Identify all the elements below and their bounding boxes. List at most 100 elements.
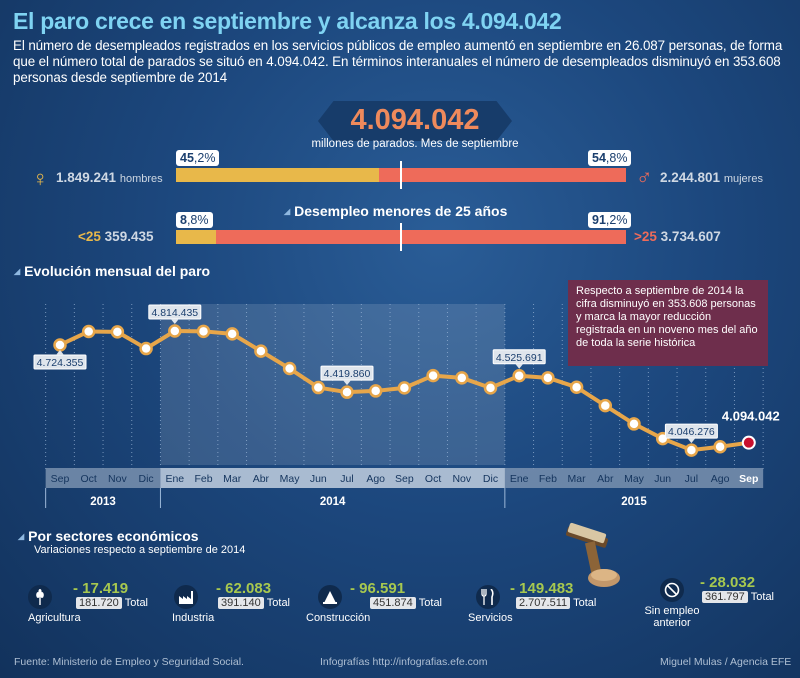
men-label: hombres: [119, 173, 163, 185]
month-tick-label: Abr: [253, 473, 270, 485]
women-pct: 54,8%: [588, 150, 632, 166]
data-label-pointer: [515, 363, 524, 369]
sector-total-sin-empleo: 361.797 Total: [702, 591, 774, 603]
sector-change-servicios: - 149.483: [510, 580, 574, 597]
chart-points: [53, 324, 756, 457]
data-label-box: [492, 349, 546, 365]
men-bar: [176, 168, 380, 182]
data-point: [598, 398, 613, 413]
data-point: [455, 371, 469, 385]
total-badge: [318, 101, 512, 141]
total-unemployed: 4.094.042: [350, 104, 480, 136]
data-point: [713, 439, 727, 454]
data-point: [81, 324, 96, 339]
men-pct: 45,2%: [176, 150, 220, 166]
over25-bar: [215, 230, 626, 244]
month-tick-label: Dic: [139, 473, 154, 485]
men-total: 1.849.241 hombres: [56, 170, 163, 185]
sector-name-agricultura: Agricultura: [28, 612, 81, 624]
triangle-icon: ◢: [14, 267, 21, 276]
female-symbol-icon: ♀: [32, 166, 49, 191]
chart-note: Respecto a septiembre de 2014 la cifra d…: [568, 280, 768, 366]
sector-change-construccion: - 96.591: [350, 580, 406, 597]
factory-icon: [174, 585, 198, 609]
sector-total-servicios: 2.707.511 Total: [516, 597, 596, 609]
data-label: 4.814.435: [151, 307, 198, 319]
women-label: mujeres: [723, 173, 763, 185]
cutlery-icon: [476, 585, 500, 609]
half-marker: [400, 223, 402, 251]
month-tick-label: Feb: [194, 473, 212, 485]
footer-source: Fuente: Ministerio de Empleo y Seguridad…: [14, 656, 244, 668]
month-tick-label: Jul: [340, 473, 353, 485]
sector-total-industria: 391.140 Total: [218, 597, 290, 609]
women-value: 2.244.801: [660, 170, 721, 185]
data-label-pointer: [687, 438, 696, 444]
sector-total-construccion: 451.874 Total: [370, 597, 442, 609]
footer-credit: Miguel Mulas / Agencia EFE: [660, 656, 792, 668]
page-title: El paro crece en septiembre y alcanza lo…: [13, 8, 562, 34]
year-label: 2015: [621, 496, 647, 508]
data-point: [426, 368, 440, 383]
month-tick-label: Ago: [366, 473, 385, 485]
data-point: [168, 324, 182, 338]
data-label-box: [664, 423, 718, 439]
men-value: 1.849.241: [56, 170, 117, 185]
gender-bar: [176, 161, 626, 189]
month-tick-label: Sep: [51, 473, 70, 485]
month-tick-label: Sep: [739, 473, 758, 485]
under25-value: 359.435: [104, 229, 154, 244]
data-label-pointer: [56, 349, 64, 355]
sector-change-industria: - 62.083: [216, 580, 272, 597]
women-bar: [379, 168, 626, 182]
data-label: 4.724.355: [37, 357, 84, 369]
under25-label: <25: [78, 229, 101, 244]
data-point: [139, 341, 153, 356]
data-label: 4.094.042: [722, 409, 780, 424]
sector-name-servicios: Servicios: [468, 612, 513, 624]
stamp-icon: [566, 522, 620, 587]
month-tick-label: Ago: [711, 473, 730, 485]
sector-change-agricultura: - 17.419: [73, 580, 129, 597]
women-total: 2.244.801 mujeres: [660, 170, 763, 185]
month-tick-label: Jun: [654, 473, 671, 485]
youth-bar: [176, 223, 626, 251]
year-label: 2014: [320, 496, 346, 508]
data-point: [541, 371, 555, 385]
total-subtitle: millones de parados. Mes de septiembre: [311, 138, 519, 150]
male-symbol-icon: ♂: [636, 164, 653, 189]
data-point: [110, 325, 125, 339]
month-tick-label: Jun: [310, 473, 327, 485]
sector-name-industria: Industria: [172, 612, 215, 624]
data-point: [483, 381, 498, 395]
data-point: [254, 344, 268, 358]
data-point: [397, 381, 412, 395]
over25-pct: 91,2%: [588, 212, 632, 228]
evolution-chart: 4.724.355 4.814.435 4.419.860 4.525.691 4.04…: [33, 304, 780, 508]
footer-web: Infografías http://infografias.efe.com: [320, 656, 488, 668]
month-tick-label: Mar: [568, 473, 587, 485]
sector-change-sin-empleo: - 28.032: [700, 574, 756, 591]
intro-text: El número de desempleados registrados en…: [13, 38, 783, 85]
chart-axis: Sep Oct Nov Dic Ene Feb Mar Abr May Jun Jul Ago Sep O…: [45, 468, 764, 508]
triangle-icon: ◢: [284, 207, 291, 216]
under25-bar: [176, 230, 216, 244]
month-tick-label: Jul: [685, 473, 698, 485]
data-point: [196, 324, 211, 339]
chart-labels: 4.724.355 4.814.435 4.419.860 4.525.691 4.04…: [33, 304, 780, 444]
no-entry-icon: [660, 578, 684, 602]
month-tick-label: Oct: [81, 473, 97, 485]
construction-icon: [318, 585, 342, 609]
data-label-box: [320, 365, 374, 381]
data-label: 4.525.691: [496, 352, 543, 364]
month-tick-label: Abr: [597, 473, 614, 485]
axis-band-highlight: [160, 468, 505, 488]
half-marker: [400, 161, 402, 189]
month-tick-label: Mar: [223, 473, 242, 485]
over25-value: 3.734.607: [660, 229, 721, 244]
month-tick-label: Sep: [395, 473, 414, 485]
data-point: [311, 380, 326, 395]
data-point: [684, 443, 699, 457]
data-label-pointer: [170, 319, 179, 325]
data-point: [53, 338, 67, 352]
